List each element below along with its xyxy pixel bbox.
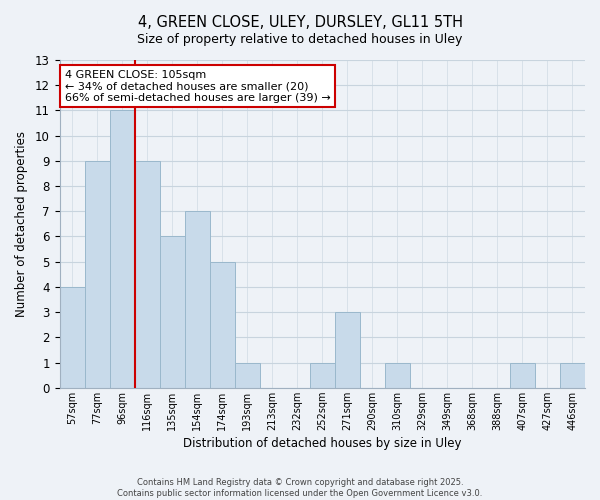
Bar — [235, 362, 260, 388]
Bar — [110, 110, 135, 388]
Text: 4, GREEN CLOSE, ULEY, DURSLEY, GL11 5TH: 4, GREEN CLOSE, ULEY, DURSLEY, GL11 5TH — [137, 15, 463, 30]
Bar — [185, 212, 210, 388]
Bar — [135, 161, 160, 388]
Bar — [160, 236, 185, 388]
Bar — [310, 362, 335, 388]
Text: Size of property relative to detached houses in Uley: Size of property relative to detached ho… — [137, 32, 463, 46]
Text: Contains HM Land Registry data © Crown copyright and database right 2025.
Contai: Contains HM Land Registry data © Crown c… — [118, 478, 482, 498]
Bar — [335, 312, 360, 388]
Bar — [85, 161, 110, 388]
Y-axis label: Number of detached properties: Number of detached properties — [15, 131, 28, 317]
Bar — [510, 362, 535, 388]
Text: 4 GREEN CLOSE: 105sqm
← 34% of detached houses are smaller (20)
66% of semi-deta: 4 GREEN CLOSE: 105sqm ← 34% of detached … — [65, 70, 331, 103]
X-axis label: Distribution of detached houses by size in Uley: Distribution of detached houses by size … — [183, 437, 461, 450]
Bar — [210, 262, 235, 388]
Bar — [59, 287, 85, 388]
Bar — [385, 362, 410, 388]
Bar — [560, 362, 585, 388]
